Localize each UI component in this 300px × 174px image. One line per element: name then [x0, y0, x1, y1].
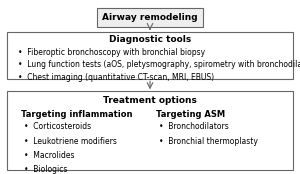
Text: Diagnostic tools: Diagnostic tools — [109, 35, 191, 44]
Text: Airway remodeling: Airway remodeling — [102, 13, 198, 22]
Text: Targeting inflammation: Targeting inflammation — [21, 110, 133, 119]
Text: •  Lung function tests (aOS, pletysmography, spirometry with bronchodilator resp: • Lung function tests (aOS, pletysmograp… — [18, 60, 300, 69]
Text: •  Chest imaging (quantitative CT-scan, MRI, EBUS): • Chest imaging (quantitative CT-scan, M… — [18, 73, 214, 82]
Text: •  Macrolides: • Macrolides — [24, 151, 74, 160]
FancyBboxPatch shape — [98, 8, 202, 27]
Text: •  Leukotriene modifiers: • Leukotriene modifiers — [24, 137, 117, 146]
Text: •  Bronchodilators: • Bronchodilators — [159, 122, 229, 132]
Text: •  Bronchial thermoplasty: • Bronchial thermoplasty — [159, 137, 258, 146]
FancyBboxPatch shape — [8, 32, 292, 79]
Text: •  Biologics: • Biologics — [24, 165, 68, 174]
Text: Targeting ASM: Targeting ASM — [156, 110, 225, 119]
Text: •  Fiberoptic bronchoscopy with bronchial biopsy: • Fiberoptic bronchoscopy with bronchial… — [18, 48, 205, 57]
FancyBboxPatch shape — [8, 91, 292, 170]
Text: Treatment options: Treatment options — [103, 96, 197, 105]
Text: •  Corticosteroids: • Corticosteroids — [24, 122, 91, 132]
